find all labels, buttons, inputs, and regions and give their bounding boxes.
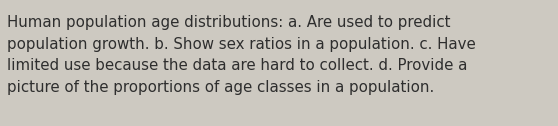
Text: Human population age distributions: a. Are used to predict
population growth. b.: Human population age distributions: a. A… <box>7 15 476 95</box>
